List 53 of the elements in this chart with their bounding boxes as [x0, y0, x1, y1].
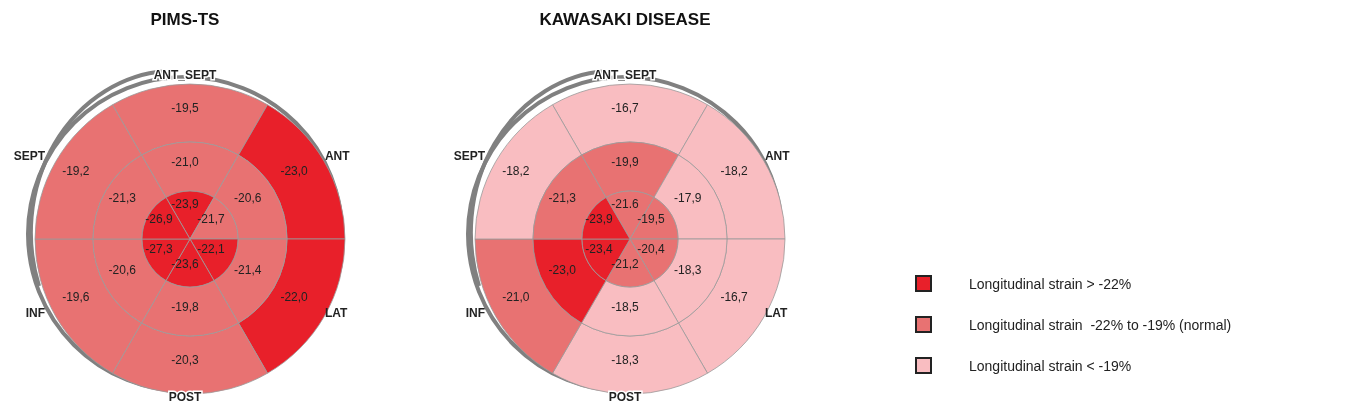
data-label: -19,9	[611, 154, 639, 169]
data-label: -18,5	[611, 299, 639, 314]
category-label: LAT	[764, 305, 789, 320]
category-label: POST	[168, 390, 203, 404]
category-label: LAT	[324, 305, 349, 320]
data-label: -22,1	[197, 242, 225, 256]
data-label: -21,0	[502, 290, 530, 304]
data-label: -27,3	[145, 242, 174, 256]
category-label: SEPT	[453, 148, 486, 163]
data-label: -19,5	[637, 212, 665, 226]
category-label: INF	[25, 305, 46, 320]
data-label: -23,0	[280, 164, 309, 178]
data-label: -16,7	[611, 101, 639, 115]
text: Longitudinal strain < -19%	[969, 357, 1132, 374]
category-label: ANT	[764, 148, 791, 163]
data-label: -23,6	[171, 257, 199, 271]
data-label: -18,2	[502, 164, 530, 178]
data-label: -26,9	[145, 212, 174, 226]
data-label: -20,6	[234, 190, 262, 205]
data-label: -19,5	[171, 101, 199, 115]
data-label: -20,6	[108, 263, 137, 278]
data-label: -21,0	[171, 154, 199, 169]
data-label: -21,7	[197, 212, 225, 226]
category-label: ANT	[324, 148, 351, 163]
data-label: -21,3	[108, 190, 137, 205]
data-label: -19,8	[171, 299, 199, 314]
data-label: -19,2	[62, 164, 90, 178]
data-label: -20,3	[171, 353, 199, 367]
data-label: -21,4	[234, 263, 262, 278]
category-label: INF	[465, 305, 486, 320]
category-label: SEPT	[13, 148, 46, 163]
data-label: -21,2	[611, 257, 639, 271]
data-label: -21,3	[548, 190, 577, 205]
data-label: -20,4	[637, 242, 665, 256]
text: PIMS-TS	[149, 10, 221, 30]
text: Longitudinal strain > -22%	[969, 275, 1132, 292]
data-label: -19,6	[62, 290, 90, 304]
category-label: POST	[608, 390, 643, 404]
text: KAWASAKI DISEASE	[538, 10, 712, 30]
data-label: -18,3	[611, 353, 639, 367]
data-label: -23,4	[585, 242, 614, 256]
category-label: ANT_SEPT	[593, 68, 657, 82]
data-label: -21.6	[611, 197, 639, 211]
data-label: -23,9	[585, 212, 614, 226]
data-label: -17,9	[674, 190, 702, 205]
data-label: -23,9	[171, 197, 199, 211]
data-label: -22,0	[280, 290, 309, 304]
category-label: ANT_SEPT	[153, 68, 217, 82]
data-label: -16,7	[720, 290, 749, 304]
data-label: -18,2	[720, 164, 749, 178]
data-label: -23,0	[548, 263, 577, 278]
data-label: -18,3	[674, 263, 702, 278]
text: Longitudinal strain -22% to -19% (normal)	[969, 316, 1232, 333]
